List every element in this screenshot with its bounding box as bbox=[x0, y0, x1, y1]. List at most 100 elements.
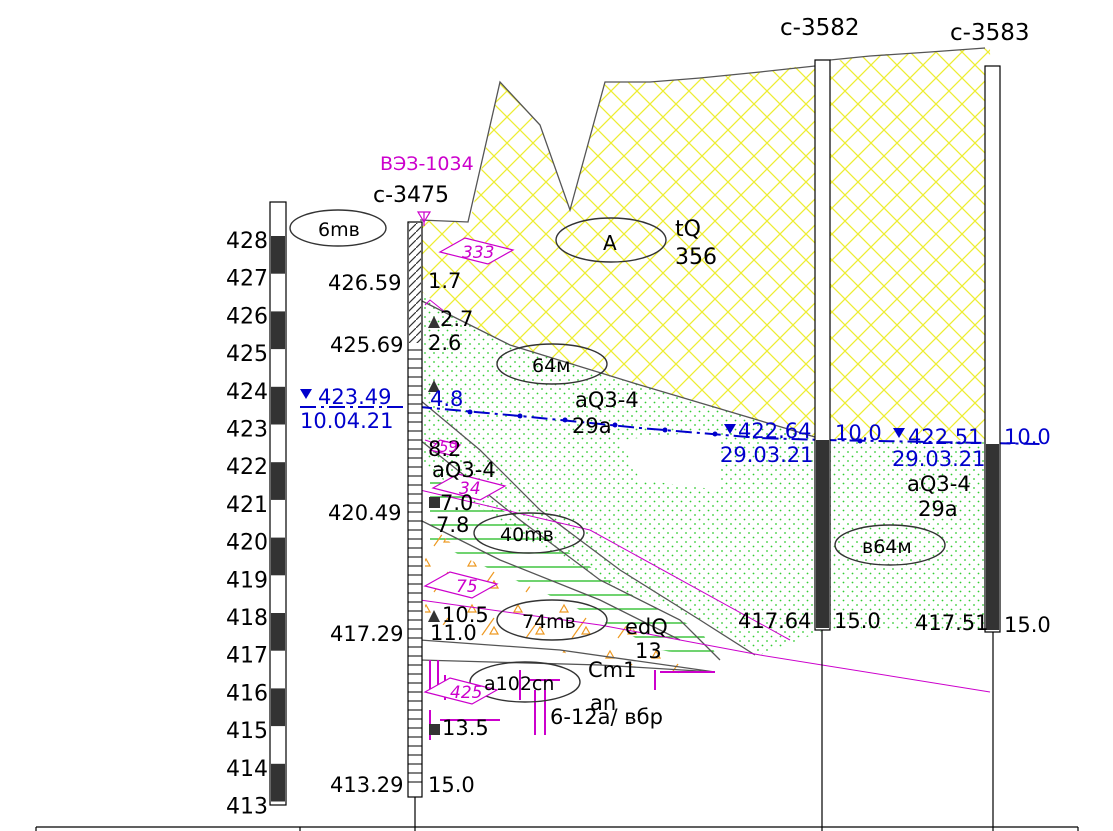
layer-label-64m: 64м bbox=[532, 355, 571, 377]
scale-tick-label: 427 bbox=[226, 267, 268, 292]
geo-cm-desc: 6-12a/ вбр bbox=[550, 705, 663, 729]
layer-aq-dotted-right bbox=[825, 440, 995, 630]
scale-block bbox=[271, 236, 285, 274]
geo-aq-1-num: 29a bbox=[572, 414, 612, 438]
layer-label-40mv: 40mв bbox=[500, 524, 554, 546]
scale-tick-label: 428 bbox=[226, 229, 268, 254]
scale-bar-outline bbox=[269, 201, 287, 806]
layer-label-a102cn: a102cn bbox=[484, 673, 554, 695]
groundwater-dots bbox=[467, 409, 863, 444]
scale-tick-label: 416 bbox=[226, 681, 268, 706]
scale-block bbox=[271, 311, 285, 350]
scale-tick-labels: 428 427 426 425 424 423 422 421 420 419 418 417 416 4… bbox=[226, 229, 268, 820]
diamond-34: 34 bbox=[459, 479, 481, 499]
scale-tick-label: 425 bbox=[226, 342, 268, 367]
water-triangles bbox=[300, 389, 905, 438]
depth-11-0: 11.0 bbox=[430, 621, 477, 645]
geo-aq-3: aQ3-4 bbox=[907, 472, 971, 496]
elev-420-49: 420.49 bbox=[328, 501, 401, 525]
geo-cm-num: an bbox=[590, 691, 616, 715]
scale-tick-label: 423 bbox=[226, 418, 268, 443]
water-mid-level: 422.64 bbox=[738, 419, 811, 443]
geo-edq-num: 13 bbox=[635, 639, 662, 663]
layer-green-hatch bbox=[430, 470, 720, 660]
layer-label-74mv: 74mв bbox=[522, 611, 576, 633]
scale-tick-label: 426 bbox=[226, 304, 268, 329]
depth-2-7: 2.7 bbox=[440, 307, 473, 331]
depth-10-5: 10.5 bbox=[442, 603, 489, 627]
scale-block bbox=[271, 462, 285, 500]
depth-2-6: 2.6 bbox=[428, 331, 461, 355]
scale-block bbox=[271, 763, 285, 802]
geo-edq: edQ bbox=[625, 615, 668, 639]
geo-aq-1: aQ3-4 bbox=[575, 388, 639, 412]
scale-tick-label: 417 bbox=[226, 644, 268, 669]
water-mid-depth: 10.0 bbox=[835, 421, 882, 445]
geo-aq-3-num: 29a bbox=[918, 497, 958, 521]
depth-8-2: 8.2 bbox=[428, 437, 461, 461]
geo-aq-2: aQ3-4 bbox=[432, 458, 496, 482]
water-right-depth: 10.0 bbox=[1004, 425, 1051, 449]
layer-tq-crosshatch bbox=[420, 48, 995, 440]
scale-tick-label: 424 bbox=[226, 380, 268, 405]
layer-label-6mv: 6mв bbox=[318, 219, 360, 241]
geo-tq: tQ bbox=[675, 217, 701, 242]
vez-symbol bbox=[416, 211, 432, 226]
water-mid-date: 29.03.21 bbox=[720, 443, 814, 467]
layer-orange-gravel bbox=[425, 520, 715, 675]
geo-tq-num: 356 bbox=[675, 245, 717, 270]
depth-15-0: 15.0 bbox=[428, 773, 475, 797]
scale-tick-label: 422 bbox=[226, 455, 268, 480]
scale-block bbox=[271, 688, 285, 727]
water-left-date: 10.04.21 bbox=[300, 409, 394, 433]
water-right-level: 422.51 bbox=[908, 425, 981, 449]
elev-426-59: 426.59 bbox=[328, 271, 401, 295]
borehole-label-c3583: c-3583 bbox=[950, 20, 1029, 46]
diamond-75: 75 bbox=[456, 577, 478, 597]
diamond-59: 59 bbox=[439, 438, 458, 456]
scale-tick-label: 421 bbox=[226, 493, 268, 518]
borehole-mid bbox=[814, 59, 831, 831]
bottom-table-frame bbox=[35, 826, 1079, 831]
bottom-mid-depth: 15.0 bbox=[834, 609, 881, 633]
water-left-level: 423.49 bbox=[318, 385, 391, 409]
water-right-date: 29.03.21 bbox=[892, 447, 986, 471]
depth-1-7: 1.7 bbox=[428, 269, 461, 293]
depth-7-0: 7.0 bbox=[440, 491, 473, 515]
borehole-label-c3475: c-3475 bbox=[373, 183, 449, 208]
elev-413-29: 413.29 bbox=[330, 773, 403, 797]
elev-417-29: 417.29 bbox=[330, 622, 403, 646]
scale-block bbox=[271, 537, 285, 576]
diamond-425: 425 bbox=[450, 683, 482, 703]
scale-bar-blocks bbox=[271, 236, 285, 802]
vez-label: ВЭЗ-1034 bbox=[380, 153, 474, 175]
borehole-label-c3582: c-3582 bbox=[780, 15, 859, 41]
scale-tick-label: 418 bbox=[226, 606, 268, 631]
scale-tick-label: 415 bbox=[226, 719, 268, 744]
bottom-right-depth: 15.0 bbox=[1004, 613, 1051, 637]
magenta-diamonds bbox=[423, 237, 515, 705]
scale-block bbox=[271, 386, 285, 425]
bottom-right-elev: 417.51 bbox=[915, 611, 988, 635]
black-sample-markers bbox=[428, 316, 440, 735]
elev-425-69: 425.69 bbox=[330, 333, 403, 357]
geo-cm: Cm1 bbox=[588, 658, 636, 682]
bottom-mid-elev: 417.64 bbox=[738, 609, 811, 633]
diamond-333: 333 bbox=[462, 243, 494, 263]
scale-block bbox=[271, 613, 285, 651]
depth-4-8: 4.8 bbox=[430, 387, 463, 411]
scale-tick-label: 420 bbox=[226, 531, 268, 556]
scale-tick-label: 414 bbox=[226, 757, 268, 782]
borehole-left bbox=[407, 221, 423, 798]
layer-label-v64m: в64м bbox=[862, 536, 912, 558]
layer-label-A: А bbox=[603, 231, 617, 255]
elevation-scale: 428 427 426 425 424 423 422 421 420 419 418 417 416 4… bbox=[226, 201, 287, 820]
layer-label-ellipses bbox=[289, 209, 946, 703]
depth-7-8: 7.8 bbox=[436, 513, 469, 537]
borehole-right bbox=[984, 65, 1001, 831]
depth-13-5: 13.5 bbox=[442, 716, 489, 740]
layer-gap bbox=[620, 430, 720, 490]
scale-tick-label: 413 bbox=[226, 795, 268, 820]
scale-tick-label: 419 bbox=[226, 568, 268, 593]
